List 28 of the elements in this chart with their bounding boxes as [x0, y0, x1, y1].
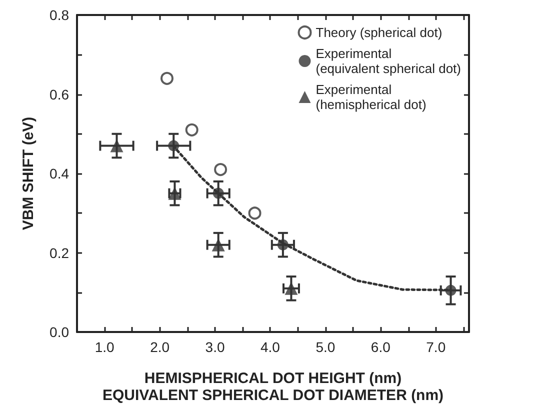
y-tick-label: 0.2 — [50, 244, 70, 261]
x-tick-label: 2.0 — [150, 339, 170, 355]
point — [277, 239, 288, 250]
x-tick-label: 3.0 — [205, 339, 225, 355]
y-tick-label: 0.6 — [50, 86, 70, 102]
point — [248, 206, 262, 220]
y-tick-label: 0.8 — [50, 7, 70, 23]
x-axis-title: HEMISPHERICAL DOT HEIGHT (nm) EQUIVALENT SPHERICAL DOT DIAMETER (nm) — [102, 370, 444, 404]
legend-label: Theory (spherical dot) — [316, 25, 442, 40]
y-tick-label: 0.4 — [50, 166, 70, 182]
point — [284, 282, 298, 295]
point — [160, 72, 174, 85]
x-tick-label: 6.0 — [370, 339, 391, 355]
y-axis-title: VBM SHIFT (eV) — [20, 116, 37, 230]
point — [110, 139, 124, 152]
point — [445, 284, 456, 296]
point — [214, 163, 228, 176]
legend-label: Experimental (equivalent spherical dot) — [316, 46, 462, 76]
x-tick-label: 4.0 — [260, 339, 280, 355]
x-tick-label: 7.0 — [426, 339, 446, 355]
legend-label: Experimental (hemispherical dot) — [316, 82, 426, 112]
point — [212, 188, 224, 199]
point — [212, 238, 225, 252]
y-tick-label: 0.0 — [50, 324, 70, 340]
point — [168, 140, 180, 152]
x-tick-label: 1.0 — [94, 339, 115, 355]
x-tick-label: 5.0 — [316, 339, 336, 355]
point — [185, 123, 198, 136]
